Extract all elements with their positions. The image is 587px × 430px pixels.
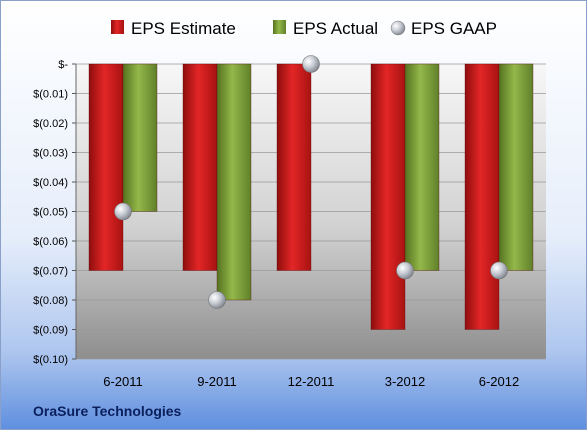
y-tick-label: $- [58,59,68,71]
y-tick-label: $(0.08) [33,295,68,307]
bar-eps-actual [216,63,252,301]
legend-swatch-eps-estimate [111,20,124,34]
legend: EPS Estimate EPS Actual EPS GAAP [111,19,497,38]
bar-eps-estimate [276,63,312,271]
y-tick-label: $(0.09) [33,325,68,337]
marker-eps-gaap [114,202,132,221]
bar-eps-actual [498,63,534,271]
bar-eps-estimate [464,63,500,330]
y-tick-label: $(0.07) [33,266,68,278]
company-name: OraSure Technologies [33,403,182,419]
y-tick-label: $(0.02) [33,118,68,130]
y-tick-label: $(0.03) [33,148,68,160]
legend-swatch-eps-gaap [390,20,406,36]
marker-eps-gaap [490,261,508,280]
bar-eps-estimate [370,63,406,330]
bar-eps-actual [404,63,440,271]
bar-eps-estimate [88,63,124,271]
y-tick-label: $(0.01) [33,89,68,101]
gaap-markers [114,55,508,309]
x-category-label: 6-2012 [479,374,519,389]
y-axis: $- $(0.01) $(0.02) $(0.03) $(0.04) $(0.05) $(0… [33,59,77,366]
bar-eps-actual [122,63,158,212]
y-tick-label: $(0.04) [33,177,68,189]
bars [88,63,534,330]
legend-label: EPS Actual [293,19,378,38]
x-category-label: 3-2012 [385,374,425,389]
x-category-label: 6-2011 [103,374,143,389]
x-category-label: 9-2011 [197,374,237,389]
y-tick-label: $(0.06) [33,236,68,248]
legend-swatch-eps-actual [273,20,286,34]
bar-eps-estimate [182,63,218,271]
y-tick-label: $(0.10) [33,354,68,366]
x-axis: 6-2011 9-2011 12-2011 3-2012 6-2012 [103,374,519,389]
legend-label: EPS GAAP [411,19,497,38]
marker-eps-gaap [208,291,226,309]
x-category-label: 12-2011 [288,374,335,389]
marker-eps-gaap [396,261,414,280]
marker-eps-gaap [302,55,320,73]
y-tick-label: $(0.05) [33,207,68,219]
legend-label: EPS Estimate [131,19,236,38]
